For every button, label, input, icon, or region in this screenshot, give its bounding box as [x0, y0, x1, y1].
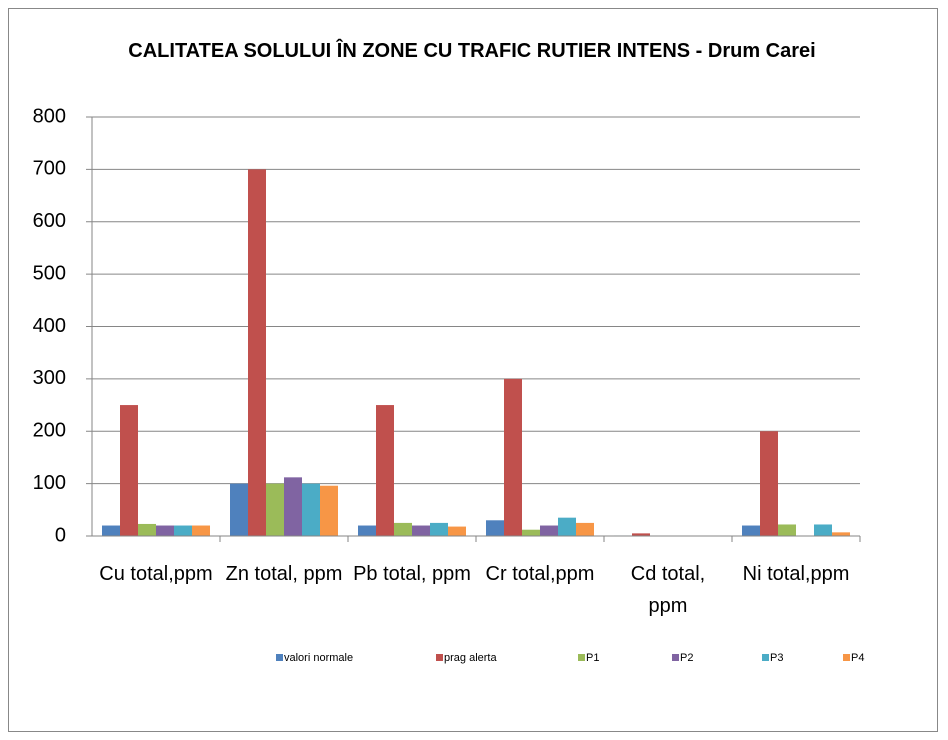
y-tick-label: 200	[33, 420, 66, 442]
bar	[504, 378, 522, 536]
legend-swatch	[436, 654, 443, 661]
bar	[174, 525, 192, 536]
x-tick-label: Cu total,ppm	[99, 563, 213, 585]
bar	[156, 525, 174, 536]
bar	[138, 523, 156, 536]
bar	[778, 524, 796, 536]
bar	[832, 532, 850, 536]
y-tick-label: 300	[33, 367, 66, 389]
legend-swatch	[672, 654, 679, 661]
bar	[412, 525, 430, 536]
legend-label: P2	[680, 652, 693, 664]
bar	[302, 483, 320, 536]
y-tick-label: 600	[33, 210, 66, 232]
bar	[320, 485, 338, 536]
legend-label: P3	[770, 652, 783, 664]
y-tick-label: 100	[33, 472, 66, 494]
legend-label: P4	[851, 652, 864, 664]
bar	[192, 525, 210, 536]
bar	[522, 529, 540, 536]
chart-title: CALITATEA SOLULUI ÎN ZONE CU TRAFIC RUTI…	[128, 40, 816, 62]
x-tick-label: Cd total, ppm	[630, 563, 706, 617]
bar	[376, 405, 394, 536]
legend-label: P1	[586, 652, 599, 664]
legend-swatch	[578, 654, 585, 661]
x-tick-label: Zn total, ppm	[225, 563, 343, 585]
bar	[120, 405, 138, 536]
bar	[558, 517, 576, 536]
chart-frame	[8, 8, 938, 732]
bar	[284, 477, 302, 536]
bar	[632, 533, 650, 536]
legend-label: valori normale	[284, 652, 353, 664]
y-tick-label: 0	[55, 524, 66, 546]
bar	[358, 525, 376, 536]
y-tick-label: 700	[33, 158, 66, 180]
x-tick-label: Cr total,ppm	[485, 563, 595, 585]
bar	[486, 520, 504, 536]
legend-swatch	[843, 654, 850, 661]
bar	[760, 431, 778, 536]
y-tick-label: 400	[33, 315, 66, 337]
bar	[394, 522, 412, 536]
y-tick-label: 800	[33, 105, 66, 127]
bar	[540, 525, 558, 536]
y-tick-label: 500	[33, 262, 66, 284]
bar	[230, 483, 248, 536]
x-tick-label: Ni total,ppm	[742, 563, 850, 585]
x-tick-label: Pb total, ppm	[353, 563, 471, 585]
bar	[248, 169, 266, 536]
legend-swatch	[276, 654, 283, 661]
legend-swatch	[762, 654, 769, 661]
bar	[742, 525, 760, 536]
bar	[576, 522, 594, 536]
legend-label: prag alerta	[444, 652, 497, 664]
bar	[448, 526, 466, 536]
bar	[102, 525, 120, 536]
bar	[266, 483, 284, 536]
bar	[814, 524, 832, 536]
bar	[430, 522, 448, 536]
